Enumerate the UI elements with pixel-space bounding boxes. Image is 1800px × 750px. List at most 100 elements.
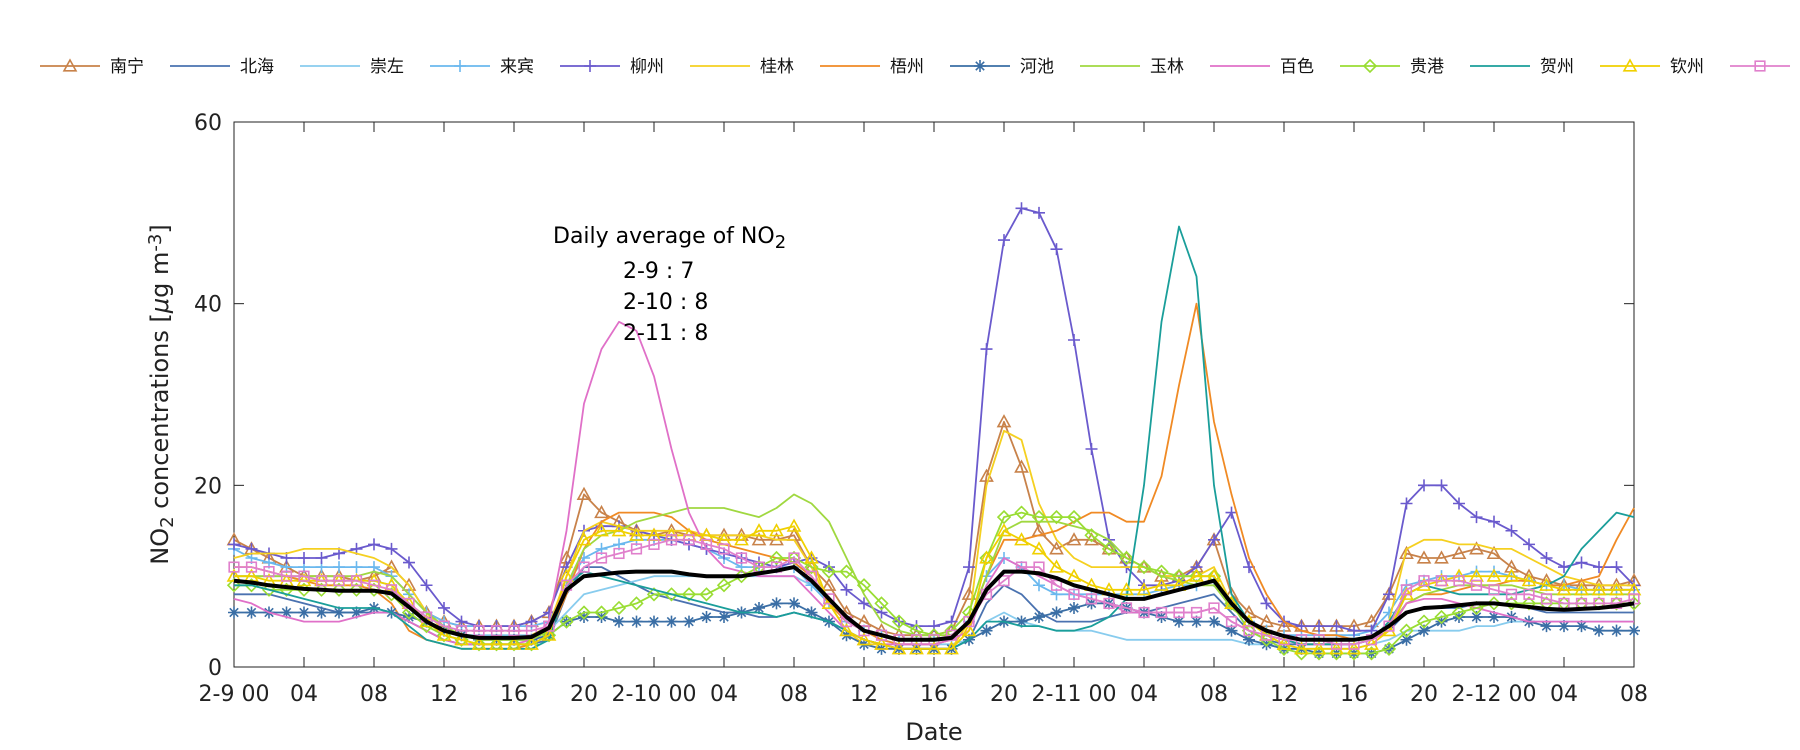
series-group	[226, 202, 1642, 661]
x-tick-label: 12	[850, 682, 878, 707]
legend-marker	[974, 60, 986, 72]
data-point	[1136, 582, 1152, 596]
data-point	[909, 623, 924, 638]
data-point	[629, 527, 644, 541]
data-point	[1453, 575, 1465, 587]
data-point	[804, 550, 819, 564]
data-point	[506, 636, 522, 650]
data-point	[333, 606, 345, 619]
data-point	[1119, 582, 1134, 596]
data-point	[1033, 206, 1045, 219]
data-point	[471, 637, 487, 652]
data-point	[718, 543, 730, 555]
data-point	[1049, 541, 1064, 555]
data-point	[648, 615, 660, 628]
data-point	[839, 564, 854, 579]
data-point	[1189, 569, 1204, 584]
legend-label: 南宁	[110, 57, 144, 77]
data-point	[1558, 620, 1570, 633]
data-point	[1451, 605, 1467, 620]
y-tick-label: 40	[194, 293, 222, 318]
data-point	[333, 575, 345, 587]
data-point	[1523, 588, 1535, 600]
data-point	[1540, 593, 1553, 605]
data-point	[700, 611, 713, 624]
x-tick-label: 08	[780, 682, 808, 707]
x-tick-label: 08	[1200, 682, 1228, 707]
data-point	[823, 593, 835, 605]
data-point	[980, 624, 993, 637]
legend-item: 防城港	[1730, 60, 1790, 72]
data-point	[996, 523, 1012, 537]
data-point	[1469, 600, 1484, 616]
data-point	[1190, 615, 1203, 628]
x-tick-label: 16	[920, 682, 948, 707]
annotation-line: 2-11 : 8	[623, 321, 708, 346]
data-point	[1383, 588, 1395, 601]
x-tick-label: 08	[360, 682, 388, 707]
data-point	[1208, 602, 1220, 614]
data-point	[1031, 509, 1047, 525]
data-point	[1068, 334, 1080, 346]
data-point	[646, 587, 662, 602]
data-point	[1068, 588, 1080, 600]
legend-item: 梧州	[820, 57, 924, 77]
data-point	[1399, 586, 1414, 600]
data-point	[331, 582, 347, 597]
legend-item: 崇左	[300, 57, 404, 77]
data-point	[1015, 202, 1028, 215]
data-point	[1435, 479, 1448, 492]
data-point	[385, 542, 398, 555]
data-point	[961, 623, 977, 637]
data-point	[769, 550, 784, 566]
x-tick-label: 20	[570, 682, 598, 707]
data-point	[1329, 641, 1344, 655]
data-point	[578, 561, 590, 573]
data-point	[1294, 641, 1309, 655]
annotation-line: 2-9 : 7	[623, 259, 694, 284]
data-point	[1575, 620, 1588, 633]
data-point	[630, 543, 643, 555]
series-line	[234, 525, 1634, 650]
legend-label: 河池	[1020, 57, 1054, 77]
data-point	[1610, 624, 1623, 637]
legend-marker	[62, 58, 78, 72]
data-point	[436, 627, 452, 641]
data-point	[1451, 545, 1467, 560]
data-point	[998, 234, 1010, 247]
data-point	[1416, 577, 1432, 591]
x-tick-label: 2-12 00	[1452, 682, 1537, 707]
data-point	[1154, 577, 1169, 591]
data-point	[874, 596, 889, 611]
data-point	[665, 534, 678, 546]
data-point	[228, 606, 240, 619]
data-point	[1049, 509, 1064, 525]
data-point	[611, 600, 627, 616]
data-point	[350, 575, 363, 587]
data-point	[1523, 538, 1535, 551]
data-point	[1488, 584, 1500, 596]
data-point	[1486, 568, 1502, 582]
x-tick-label: 08	[1620, 682, 1648, 707]
data-point	[786, 518, 802, 532]
data-point	[681, 587, 697, 602]
data-point	[1101, 541, 1117, 555]
data-point	[263, 566, 275, 578]
data-point	[1593, 624, 1605, 637]
data-point	[368, 538, 380, 551]
x-tick-label: 04	[1130, 682, 1158, 707]
data-point	[1504, 596, 1519, 611]
data-point	[403, 556, 415, 569]
legend: 南宁 北海 崇左 来宾 柳州 桂林 梧州 河池 玉林 百色 贵港 贺州 钦州 防城港	[40, 57, 1790, 77]
data-point	[1416, 550, 1432, 564]
data-point	[1014, 459, 1029, 473]
data-point	[1260, 597, 1273, 610]
data-point	[226, 578, 242, 593]
data-point	[1049, 559, 1064, 573]
data-point	[769, 523, 784, 537]
data-point	[665, 615, 678, 628]
y-axis-title: NO2 concentrations [μg m-3]	[145, 224, 179, 565]
x-tick-label: 12	[430, 682, 458, 707]
data-point	[1434, 609, 1449, 625]
legend-label: 崇左	[370, 57, 404, 77]
